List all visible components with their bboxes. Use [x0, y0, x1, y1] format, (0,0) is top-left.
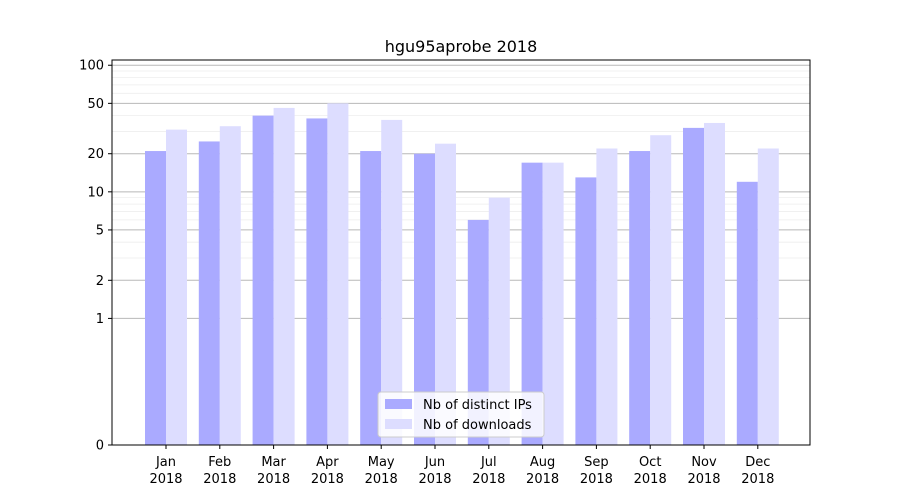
x-tick-label-month: Sep — [584, 455, 609, 470]
x-tick-label-month: Jan — [155, 455, 176, 470]
legend-swatch — [385, 399, 412, 409]
bar-distinct-ips — [575, 177, 597, 446]
bar-distinct-ips — [683, 127, 704, 445]
x-tick-label-year: 2018 — [634, 472, 667, 487]
legend-swatch — [385, 419, 412, 429]
y-tick-label: 0 — [96, 439, 104, 454]
chart-title: hgu95aprobe 2018 — [385, 37, 538, 56]
bar-downloads — [273, 107, 295, 446]
x-tick-label-year: 2018 — [311, 472, 344, 487]
x-tick-label-year: 2018 — [741, 472, 774, 487]
x-tick-label-month: Apr — [316, 455, 339, 470]
y-tick-label: 10 — [87, 185, 104, 200]
bar-distinct-ips — [521, 162, 543, 445]
y-tick-label: 50 — [87, 97, 104, 112]
bar-downloads — [327, 103, 349, 445]
bar-downloads — [757, 148, 779, 445]
legend-box — [377, 391, 545, 438]
legend-label: Nb of distinct IPs — [423, 398, 532, 413]
x-tick-label-year: 2018 — [526, 472, 559, 487]
bar-downloads — [704, 122, 725, 445]
x-tick-label-year: 2018 — [365, 472, 398, 487]
x-tick-label-month: Feb — [208, 455, 231, 470]
x-tick-label-year: 2018 — [418, 472, 451, 487]
x-tick-label-year: 2018 — [580, 472, 613, 487]
x-tick-label-year: 2018 — [149, 472, 182, 487]
bar-downloads — [542, 162, 564, 445]
y-tick-label: 1 — [96, 312, 104, 327]
x-tick-label-year: 2018 — [257, 472, 290, 487]
bar-downloads — [381, 119, 403, 445]
x-tick-label-year: 2018 — [472, 472, 505, 487]
x-tick-label-year: 2018 — [203, 472, 236, 487]
x-tick-label-month: Jul — [480, 455, 497, 470]
y-axis: 0 1 2 5 10 20 50 100 — [79, 59, 112, 454]
bar-distinct-ips — [306, 118, 328, 445]
x-tick-label-month: Nov — [691, 455, 717, 470]
y-tick-label: 2 — [96, 274, 104, 289]
bar-downloads — [650, 135, 672, 445]
bar-downloads — [596, 148, 618, 445]
bars — [145, 103, 779, 446]
x-axis: Jan 2018 Feb 2018 Mar 2018 Apr 2018 May 2018 Jun 20… — [149, 445, 774, 487]
x-tick-label-month: Oct — [639, 455, 661, 470]
bar-downloads — [488, 197, 510, 445]
y-tick-label: 100 — [79, 59, 104, 74]
x-tick-label-month: Dec — [745, 455, 770, 470]
bar-downloads — [166, 129, 187, 445]
y-tick-label: 5 — [96, 223, 104, 238]
bar-distinct-ips — [414, 153, 435, 446]
x-tick-label-month: Aug — [530, 455, 555, 470]
y-tick-label: 20 — [87, 147, 104, 162]
bar-distinct-ips — [467, 219, 489, 445]
x-tick-label-month: Mar — [261, 455, 286, 470]
bar-distinct-ips — [252, 115, 274, 445]
bar-downloads — [219, 126, 241, 446]
x-tick-label-month: Jun — [424, 455, 445, 470]
bar-distinct-ips — [145, 151, 166, 445]
bar-distinct-ips — [736, 181, 758, 445]
plot-frame — [111, 59, 811, 446]
bar-downloads — [435, 143, 456, 445]
bar-distinct-ips — [198, 141, 220, 445]
x-tick-label-month: May — [368, 455, 395, 470]
bar-distinct-ips — [629, 151, 651, 445]
bar-distinct-ips — [360, 151, 382, 445]
legend-label: Nb of downloads — [423, 418, 532, 433]
x-tick-label-year: 2018 — [687, 472, 720, 487]
legend: Nb of distinct IPs Nb of downloads — [377, 391, 545, 438]
